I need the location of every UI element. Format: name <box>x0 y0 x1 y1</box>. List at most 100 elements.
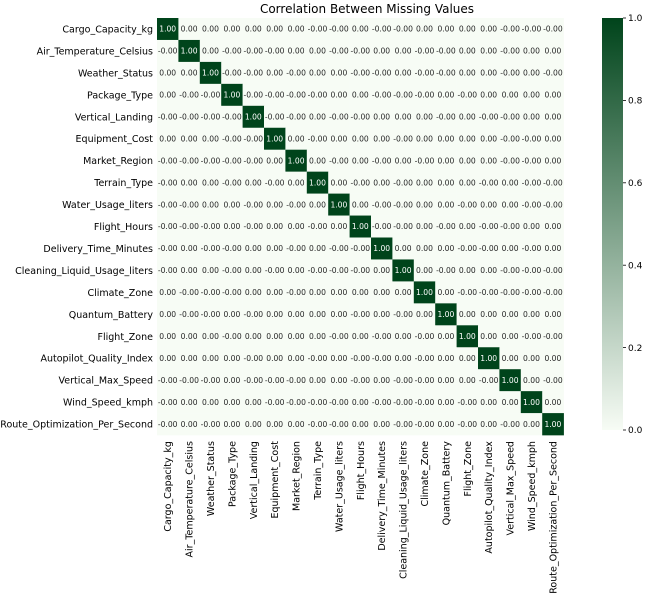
cell-value-label: 0.00 <box>266 244 283 253</box>
cell-value-label: -0.00 <box>243 200 263 209</box>
heatmap-cell <box>413 347 436 370</box>
cell-value-label: 0.00 <box>352 91 369 100</box>
heatmap-cell <box>349 347 372 370</box>
cell-value-label: 0.00 <box>288 310 305 319</box>
heatmap-cell <box>392 83 415 107</box>
cell-value-label: 0.00 <box>416 244 433 253</box>
colorbar-tick-label: 0.2 <box>628 344 642 354</box>
heatmap-cell <box>264 369 286 392</box>
cell-value-label: 0.00 <box>352 398 369 407</box>
cell-value-label: 0.00 <box>459 178 476 187</box>
heatmap-cell <box>413 18 436 41</box>
cell-value-label: -0.00 <box>158 266 178 275</box>
heatmap-cell <box>242 18 265 41</box>
cell-value-label: -0.00 <box>522 25 542 34</box>
cell-value-label: 0.00 <box>459 25 476 34</box>
cell-value-label: 0.00 <box>395 244 412 253</box>
cell-value-label: 0.00 <box>373 47 390 56</box>
cell-value-label: -0.00 <box>415 354 435 363</box>
cell-value-label: 0.00 <box>202 332 219 341</box>
cell-value-label: 1.00 <box>459 332 476 341</box>
cell-value-label: 0.00 <box>502 200 519 209</box>
cell-value-label: 0.00 <box>416 25 433 34</box>
chart-title: Correlation Between Missing Values <box>260 2 474 16</box>
heatmap-cell <box>199 127 222 150</box>
cell-value-label: -0.00 <box>543 25 563 34</box>
heatmap-cell <box>392 347 415 370</box>
cell-value-label: -0.00 <box>415 420 435 429</box>
heatmap-cell <box>435 39 457 63</box>
heatmap-cell <box>306 18 329 41</box>
cell-value-label: 0.00 <box>330 178 347 187</box>
heatmap-cell <box>435 83 457 107</box>
cell-value-label: 0.00 <box>309 69 326 78</box>
cell-value-label: -0.00 <box>329 398 349 407</box>
cell-value-label: 0.00 <box>437 420 454 429</box>
cell-value-label: 0.00 <box>544 244 561 253</box>
heatmap-cell <box>456 18 479 41</box>
cell-value-label: -0.00 <box>350 266 370 275</box>
cell-value-label: 0.00 <box>181 25 198 34</box>
cell-value-label: 1.00 <box>309 178 326 187</box>
cell-value-label: 1.00 <box>223 91 240 100</box>
cell-value-label: -0.00 <box>158 47 178 56</box>
row-tick-label: Vertical_Landing <box>75 112 153 123</box>
heatmap-cell <box>349 237 372 260</box>
cell-value-label: -0.00 <box>350 47 370 56</box>
heatmap-cell <box>157 237 179 260</box>
heatmap-cell <box>499 347 522 370</box>
heatmap-cell <box>349 61 372 85</box>
cell-value-label: 0.00 <box>288 266 305 275</box>
heatmap-cell <box>435 281 457 304</box>
row-tick-label: Flight_Hours <box>94 222 153 233</box>
cell-value-label: 0.00 <box>459 47 476 56</box>
cell-value-label: 0.00 <box>245 420 262 429</box>
cell-value-label: -0.00 <box>393 398 413 407</box>
cell-value-label: 0.00 <box>266 332 283 341</box>
heatmap-cell <box>349 303 372 326</box>
heatmap-cell <box>371 193 393 216</box>
heatmap-cell <box>199 237 222 260</box>
row-labels: Cargo_Capacity_kg Air_Temperature_Celsius… <box>0 24 153 430</box>
heatmap-cell <box>435 171 457 194</box>
cell-value-label: -0.00 <box>265 47 285 56</box>
heatmap-cell <box>542 391 564 414</box>
cell-value-label: 0.00 <box>159 134 176 143</box>
row-tick-label: Water_Usage_liters <box>62 200 153 211</box>
heatmap-cell <box>178 237 201 260</box>
heatmap-cell <box>199 149 222 172</box>
heatmap-cell <box>392 18 415 41</box>
heatmap-cell <box>371 259 393 282</box>
cell-value-label: -0.00 <box>265 266 285 275</box>
cell-value-label: -0.00 <box>350 112 370 121</box>
cell-value-label: -0.00 <box>500 156 520 165</box>
heatmap-cell <box>392 237 415 260</box>
cell-value-label: -0.00 <box>436 47 456 56</box>
cell-value-label: 0.00 <box>223 420 240 429</box>
cell-value-label: -0.00 <box>543 69 563 78</box>
cell-value-label: -0.00 <box>222 69 242 78</box>
cell-value-label: 0.00 <box>480 69 497 78</box>
cell-value-label: -0.00 <box>265 398 285 407</box>
heatmap-cell <box>306 83 329 107</box>
cell-value-label: 0.00 <box>330 134 347 143</box>
cell-value-label: 0.00 <box>266 310 283 319</box>
cell-value-label: -0.00 <box>329 156 349 165</box>
cell-value-label: 0.00 <box>544 310 561 319</box>
cell-value-label: 0.00 <box>459 156 476 165</box>
cell-value-label: 0.00 <box>523 47 540 56</box>
cell-value-label: 0.00 <box>352 420 369 429</box>
cell-value-label: 0.00 <box>352 25 369 34</box>
row-tick-label: Autopilot_Quality_Index <box>40 354 153 365</box>
cell-value-label: 0.00 <box>288 25 305 34</box>
cell-value-label: 0.00 <box>544 134 561 143</box>
column-tick-label: Air_Temperature_Celsius <box>185 441 196 557</box>
heatmap-cell <box>264 215 286 238</box>
cell-value-label: -0.00 <box>308 25 328 34</box>
cell-value-label: 0.00 <box>459 134 476 143</box>
heatmap-cell <box>371 149 393 172</box>
cell-value-label: 0.00 <box>181 266 198 275</box>
heatmap-cell <box>520 127 543 150</box>
heatmap-cell <box>520 369 543 392</box>
cell-value-label: 0.00 <box>502 398 519 407</box>
